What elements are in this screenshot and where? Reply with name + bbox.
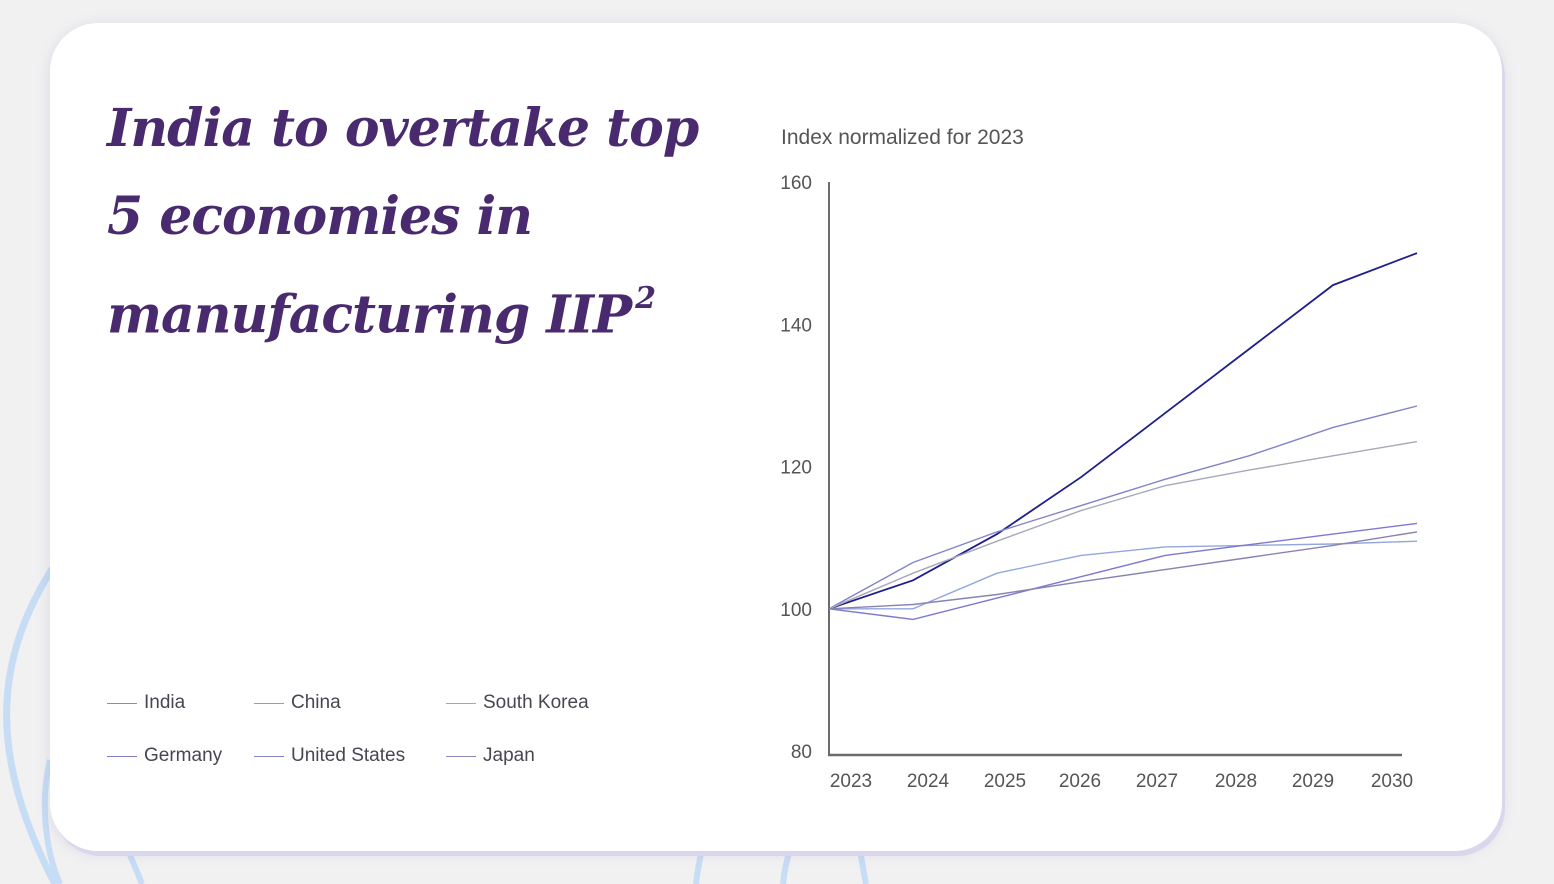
decorative-arc-bottom-2 [693, 849, 705, 884]
x-tick-label: 2030 [1371, 771, 1413, 792]
series-line-japan [828, 531, 1418, 610]
decorative-arc-bottom-3 [780, 849, 793, 884]
x-tick-label: 2026 [1059, 771, 1101, 792]
series-line-india [828, 252, 1418, 610]
chart-legend: India China South Korea Germany United S… [107, 667, 667, 777]
legend-item-united-states: United States [254, 745, 405, 767]
decorative-arc-bottom-4 [857, 849, 869, 884]
y-tick-labels: 80 100 120 140 160 [780, 173, 812, 763]
series-lines [828, 252, 1418, 621]
legend-label: China [291, 692, 341, 713]
legend-swatch [446, 755, 476, 757]
page-title: India to overtake top 5 economies in man… [107, 98, 699, 346]
legend-swatch [446, 702, 476, 704]
x-tick-label: 2029 [1292, 771, 1334, 792]
x-tick-label: 2025 [984, 771, 1026, 792]
legend-swatch [254, 755, 284, 757]
legend-swatch [107, 755, 137, 757]
content-card: India to overtake top 5 economies in man… [50, 23, 1502, 851]
legend-item-south-korea: South Korea [446, 692, 589, 714]
y-tick-label: 100 [780, 600, 812, 621]
x-tick-labels: 2023 2024 2025 2026 2027 2028 2029 2030 [830, 771, 1413, 792]
legend-label: South Korea [483, 692, 589, 713]
x-tick-label: 2024 [907, 771, 950, 792]
x-tick-label: 2028 [1215, 771, 1257, 792]
x-tick-label: 2023 [830, 771, 872, 792]
y-tick-label: 140 [780, 315, 812, 336]
y-tick-label: 80 [791, 742, 812, 763]
x-tick-label: 2027 [1136, 771, 1178, 792]
legend-item-germany: Germany [107, 745, 222, 767]
series-line-united-states [828, 522, 1418, 621]
title-footnote: 2 [635, 281, 656, 316]
series-line-south-korea [828, 440, 1418, 610]
series-line-china [828, 405, 1418, 610]
y-tick-label: 160 [780, 173, 812, 194]
legend-label: Japan [483, 745, 535, 766]
legend-label: United States [291, 745, 406, 766]
y-tick-label: 120 [780, 458, 812, 479]
legend-item-china: China [254, 692, 341, 714]
decorative-arc-bottom [125, 848, 145, 884]
legend-label: India [144, 692, 186, 713]
decorative-arc-left [3, 558, 61, 884]
legend-item-india: India [107, 692, 185, 714]
decorative-arc-left-inner [41, 759, 63, 884]
y-axis-label: Index normalized for 2023 [781, 126, 1024, 149]
legend-item-japan: Japan [446, 745, 535, 767]
legend-swatch [254, 702, 284, 704]
legend-label: Germany [144, 745, 223, 766]
legend-swatch [107, 702, 137, 704]
